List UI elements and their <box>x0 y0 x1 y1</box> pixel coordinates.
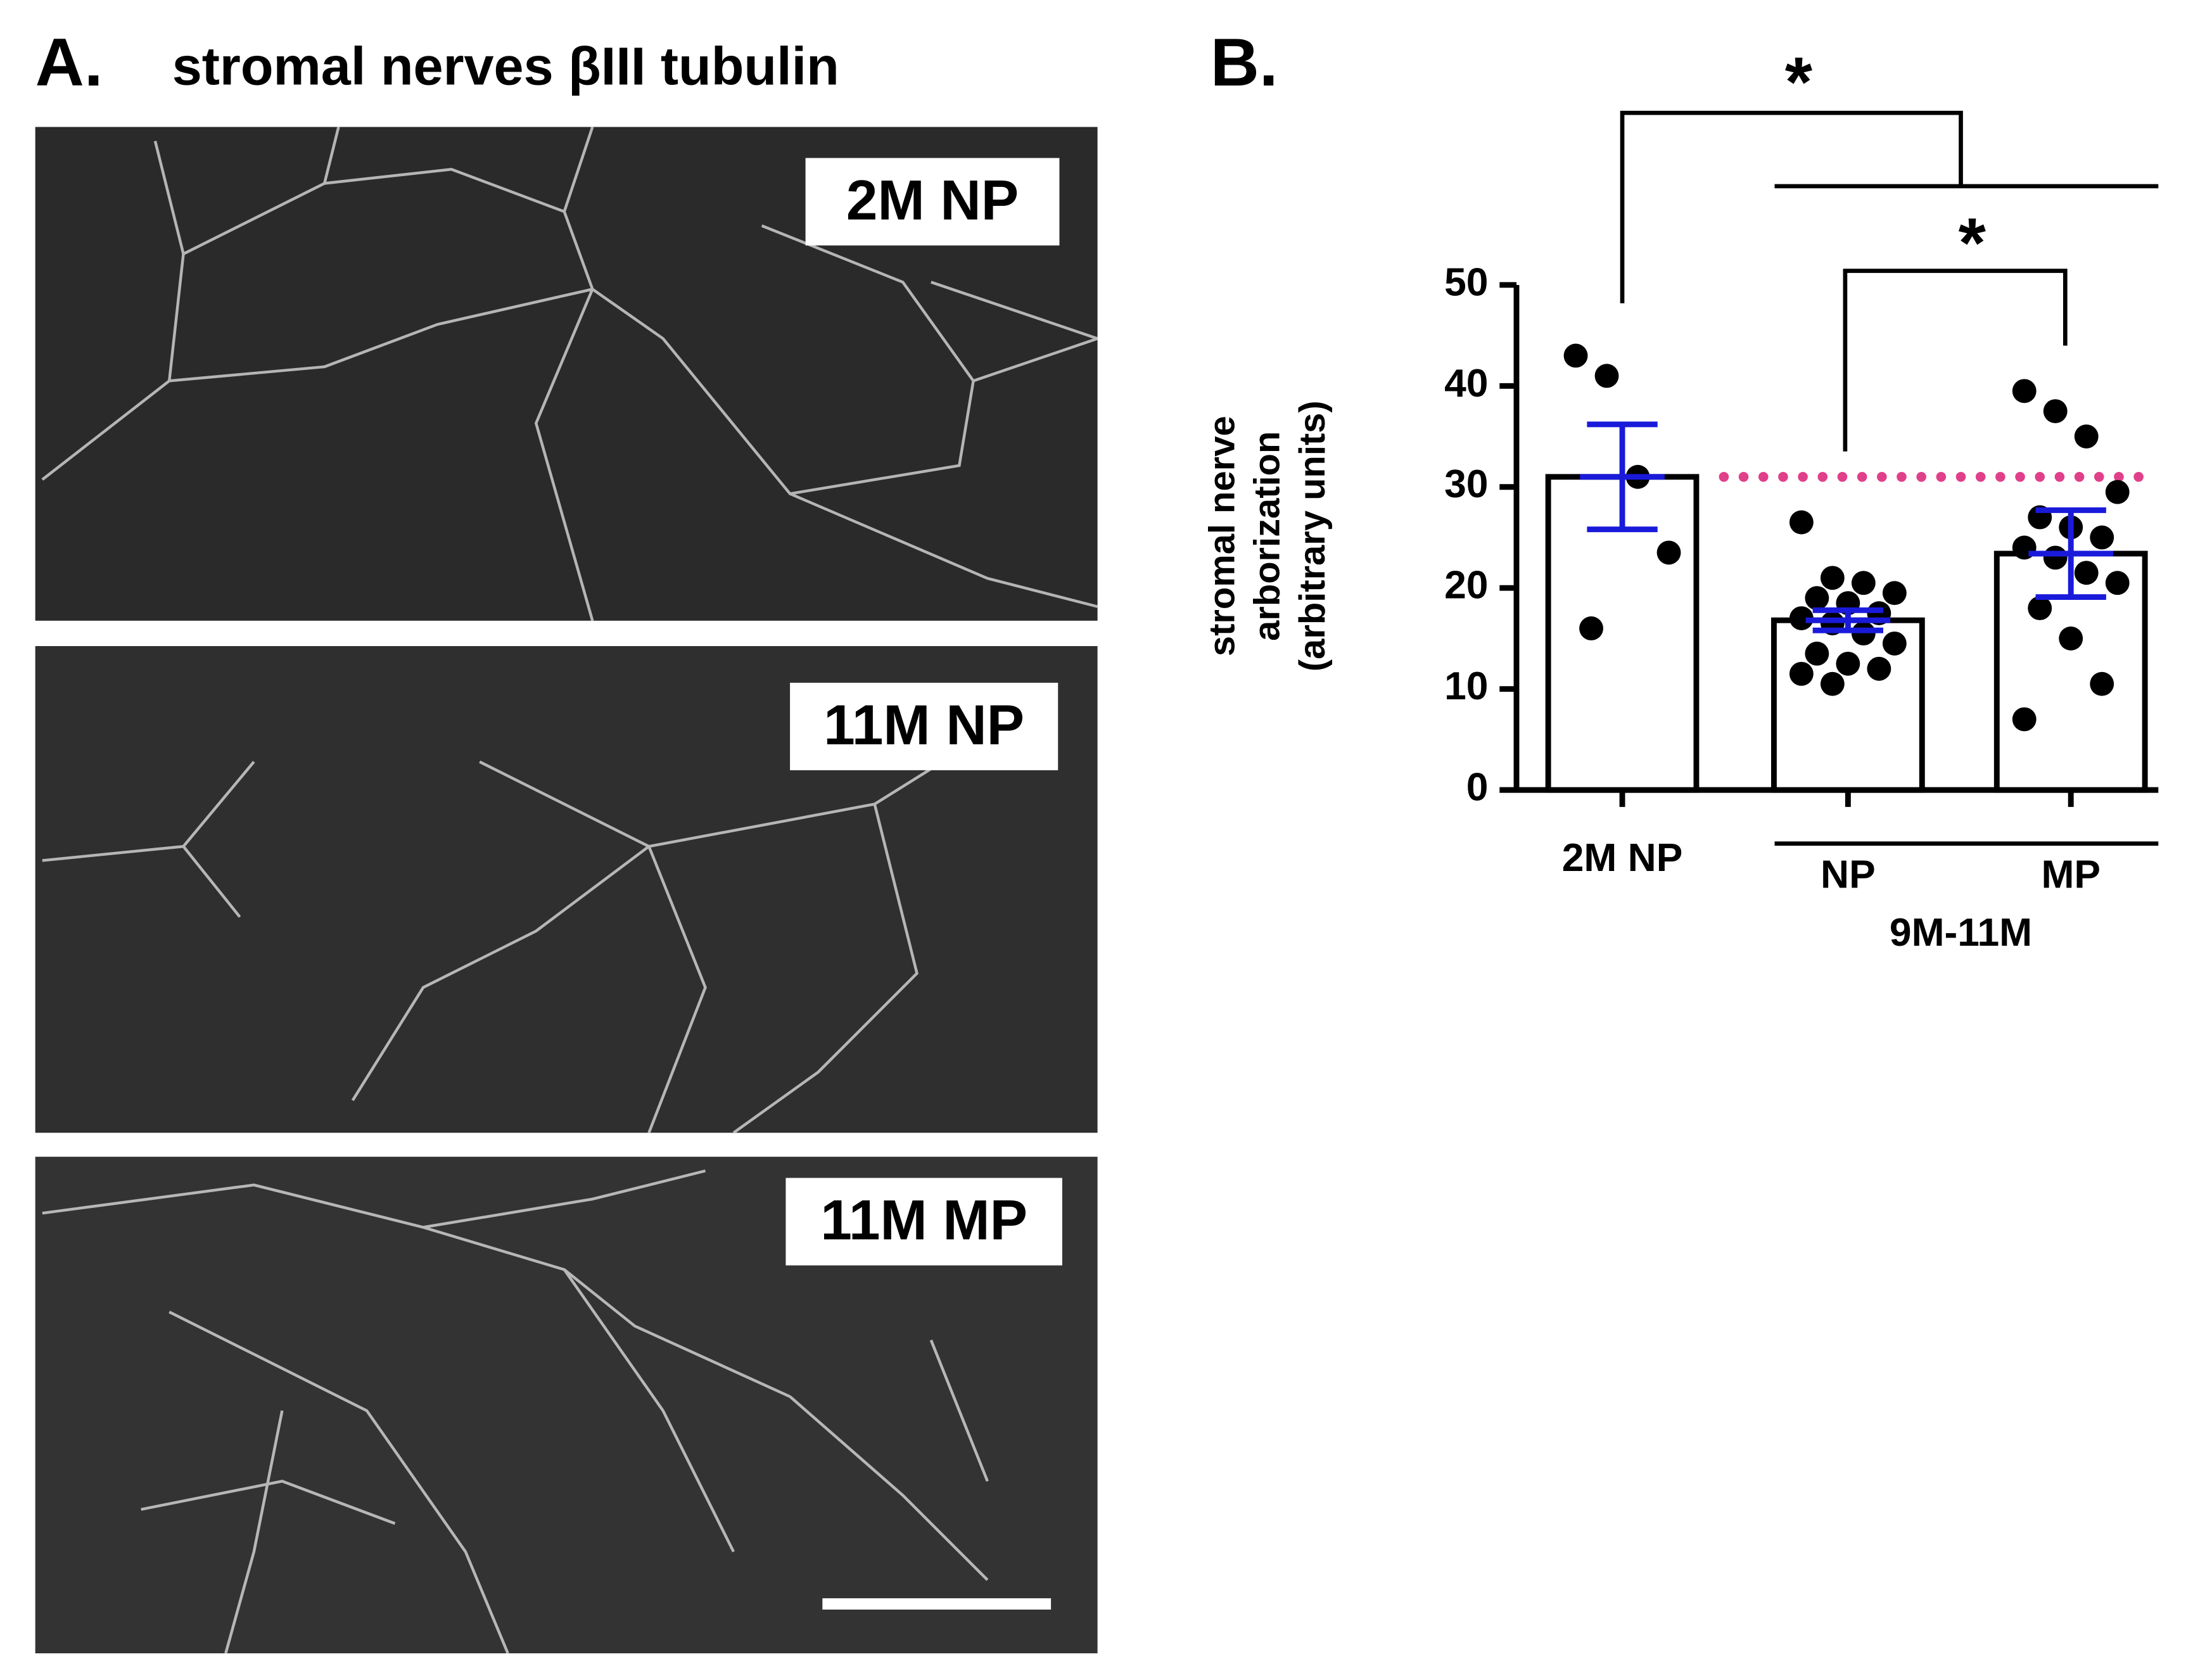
data-point <box>1851 571 1876 595</box>
data-point <box>1594 364 1619 388</box>
data-point <box>2074 424 2099 448</box>
data-point <box>1820 566 1845 590</box>
image-label: 2M NP <box>846 168 1019 231</box>
significance: * <box>1959 203 1986 282</box>
data-point <box>2105 480 2130 504</box>
data-point <box>1882 631 1907 656</box>
data-point <box>1805 641 1829 666</box>
data-point <box>1789 510 1814 535</box>
data-point <box>1579 616 1603 640</box>
data-point <box>1805 586 1829 611</box>
data-point <box>2059 626 2083 651</box>
y-tick-label: 30 <box>1444 462 1488 506</box>
data-point <box>2090 525 2114 550</box>
x-tick-label: NP <box>1821 853 1876 897</box>
y-tick-label: 40 <box>1444 362 1488 405</box>
label-box <box>785 1178 1062 1266</box>
data-point <box>1851 621 1876 645</box>
data-point <box>2028 596 2052 621</box>
data-point <box>1882 581 1907 606</box>
y-tick-label: 10 <box>1444 664 1488 708</box>
label-box <box>790 682 1058 770</box>
y-label: stromal nerve arborization (arbitrary un… <box>1202 400 1333 671</box>
data-point <box>1789 606 1814 630</box>
data-point <box>2012 707 2037 732</box>
data-point <box>2074 561 2099 585</box>
image-label: 11M NP <box>823 693 1024 756</box>
x-tick-label: 2M NP <box>1562 836 1683 880</box>
significance: * <box>1785 42 1813 121</box>
y-label-line: stromal nerve <box>1202 416 1242 656</box>
data-point <box>1789 661 1814 686</box>
error-bar <box>1580 421 1665 533</box>
panel-label: A. <box>35 24 103 100</box>
data-point <box>1867 656 1891 681</box>
panel-title: stromal nerves βIII tubulin <box>172 36 839 96</box>
y-label-line: arborization <box>1247 431 1288 641</box>
panel-label: B. <box>1211 24 1278 100</box>
error-bar <box>1805 607 1891 633</box>
y-tick-label: 0 <box>1466 766 1489 810</box>
x-tick-label: MP <box>2041 853 2101 897</box>
data-point <box>1836 651 1860 676</box>
data-point <box>2105 571 2130 595</box>
data-point <box>2043 399 2068 424</box>
data-point <box>2090 671 2114 696</box>
data-point <box>1820 671 1845 696</box>
data-point <box>2043 545 2068 570</box>
image-label: 11M MP <box>820 1188 1027 1252</box>
brackets <box>1620 110 2159 846</box>
micrograph <box>35 126 1098 1654</box>
error-bar <box>2028 507 2114 601</box>
group-label: 9M-11M <box>1890 911 2032 955</box>
data-point <box>1563 343 1588 368</box>
y-tick-label: 20 <box>1444 564 1488 607</box>
data-point <box>1656 540 1681 565</box>
y-label-line: (arbitrary units) <box>1292 400 1333 671</box>
y-tick-label: 50 <box>1444 260 1488 304</box>
data-point <box>2012 379 2037 404</box>
label-box <box>805 158 1060 246</box>
